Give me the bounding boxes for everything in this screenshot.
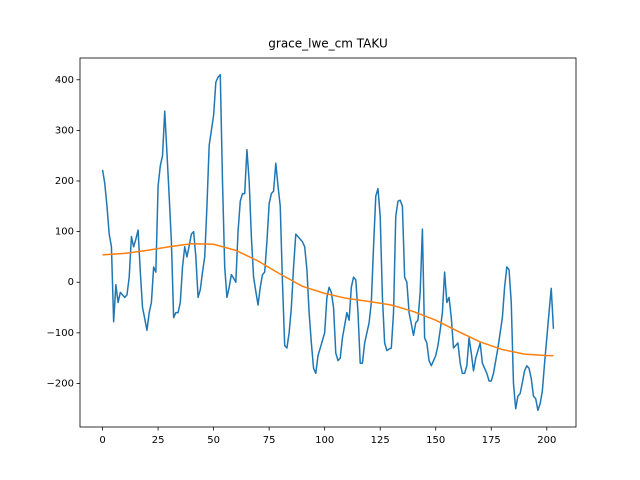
- x-tick-label: 100: [315, 435, 334, 446]
- x-tick-label: 175: [482, 435, 501, 446]
- plot-frame: [79, 57, 577, 428]
- x-tick-label: 75: [263, 435, 276, 446]
- y-tick-label: −100: [47, 328, 74, 339]
- x-tick-label: 0: [99, 435, 105, 446]
- x-tick-label: 200: [537, 435, 556, 446]
- x-tick-label: 150: [426, 435, 445, 446]
- series-line: [101, 73, 555, 412]
- y-tick-label: 0: [68, 277, 74, 288]
- x-tick-label: 125: [371, 435, 390, 446]
- y-tick-label: 100: [55, 227, 74, 238]
- y-tick-label: 300: [55, 125, 74, 136]
- series-line: [102, 243, 554, 357]
- x-tick-label: 25: [152, 435, 165, 446]
- y-tick-label: 200: [55, 176, 74, 187]
- y-tick-label: 400: [55, 75, 74, 86]
- chart-title: grace_lwe_cm TAKU: [268, 37, 387, 51]
- x-tick-label: 50: [207, 435, 220, 446]
- y-tick-label: −200: [47, 378, 74, 389]
